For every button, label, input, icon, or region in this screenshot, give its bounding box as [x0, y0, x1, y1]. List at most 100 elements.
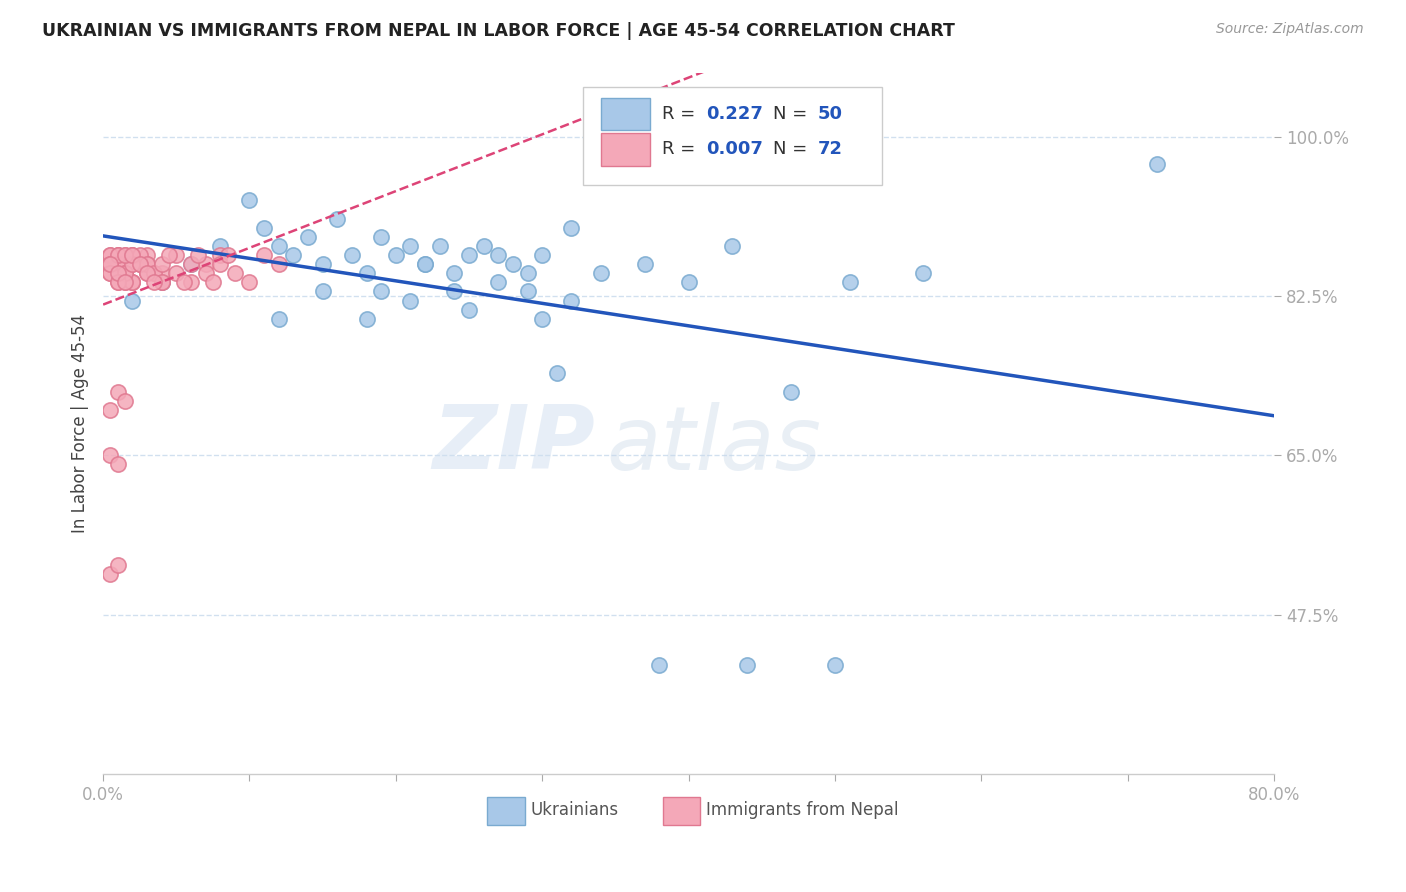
- Point: [187, 248, 209, 262]
- Point: [458, 302, 481, 317]
- Point: [100, 257, 122, 271]
- Point: [114, 266, 136, 280]
- Point: [165, 248, 187, 262]
- Point: [107, 266, 129, 280]
- Point: [356, 266, 378, 280]
- Point: [100, 266, 122, 280]
- Text: N =: N =: [773, 140, 813, 158]
- Point: [413, 257, 436, 271]
- Point: [121, 248, 143, 262]
- Point: [136, 266, 159, 280]
- Point: [486, 248, 509, 262]
- Point: [209, 239, 232, 253]
- Point: [824, 657, 846, 672]
- Text: 0.227: 0.227: [706, 104, 763, 122]
- FancyBboxPatch shape: [662, 797, 700, 824]
- Point: [107, 248, 129, 262]
- Point: [150, 276, 173, 290]
- Point: [560, 293, 582, 308]
- Point: [399, 239, 422, 253]
- Point: [267, 239, 290, 253]
- Point: [180, 257, 202, 271]
- Point: [136, 266, 159, 280]
- Point: [128, 248, 150, 262]
- Point: [194, 266, 217, 280]
- Point: [100, 449, 122, 463]
- Point: [648, 657, 671, 672]
- Point: [173, 276, 195, 290]
- Point: [114, 266, 136, 280]
- Point: [516, 266, 538, 280]
- Point: [326, 211, 349, 226]
- Point: [531, 248, 554, 262]
- Point: [136, 248, 159, 262]
- Point: [458, 248, 481, 262]
- Point: [150, 276, 173, 290]
- Point: [209, 257, 232, 271]
- Point: [128, 257, 150, 271]
- Point: [114, 276, 136, 290]
- Point: [253, 220, 276, 235]
- Point: [238, 194, 260, 208]
- Point: [114, 266, 136, 280]
- Point: [253, 248, 276, 262]
- Text: R =: R =: [662, 140, 700, 158]
- Point: [107, 558, 129, 572]
- FancyBboxPatch shape: [600, 98, 650, 130]
- Text: Ukrainians: Ukrainians: [530, 802, 619, 820]
- Y-axis label: In Labor Force | Age 45-54: In Labor Force | Age 45-54: [72, 314, 89, 533]
- Point: [1146, 157, 1168, 171]
- Point: [107, 276, 129, 290]
- Point: [735, 657, 758, 672]
- Point: [502, 257, 524, 271]
- Point: [100, 257, 122, 271]
- Point: [107, 384, 129, 399]
- Point: [128, 257, 150, 271]
- Point: [780, 384, 803, 399]
- Point: [838, 276, 860, 290]
- Point: [546, 367, 568, 381]
- Point: [311, 285, 333, 299]
- Point: [267, 257, 290, 271]
- Point: [143, 266, 166, 280]
- Point: [121, 257, 143, 271]
- Point: [121, 293, 143, 308]
- Text: N =: N =: [773, 104, 813, 122]
- Point: [107, 257, 129, 271]
- Point: [121, 276, 143, 290]
- Point: [114, 393, 136, 408]
- Point: [297, 230, 319, 244]
- Point: [486, 276, 509, 290]
- Point: [128, 257, 150, 271]
- Point: [114, 248, 136, 262]
- Point: [100, 248, 122, 262]
- Point: [100, 566, 122, 581]
- Point: [516, 285, 538, 299]
- Point: [472, 239, 495, 253]
- Point: [114, 248, 136, 262]
- Point: [107, 276, 129, 290]
- Point: [429, 239, 451, 253]
- Point: [114, 276, 136, 290]
- Point: [121, 248, 143, 262]
- Point: [209, 248, 232, 262]
- Point: [143, 276, 166, 290]
- Point: [443, 266, 465, 280]
- Point: [100, 257, 122, 271]
- Point: [283, 248, 305, 262]
- Point: [165, 266, 187, 280]
- Point: [114, 266, 136, 280]
- FancyBboxPatch shape: [600, 133, 650, 166]
- Text: 72: 72: [817, 140, 842, 158]
- FancyBboxPatch shape: [488, 797, 524, 824]
- Text: UKRAINIAN VS IMMIGRANTS FROM NEPAL IN LABOR FORCE | AGE 45-54 CORRELATION CHART: UKRAINIAN VS IMMIGRANTS FROM NEPAL IN LA…: [42, 22, 955, 40]
- Text: atlas: atlas: [606, 401, 821, 488]
- Point: [121, 276, 143, 290]
- Point: [370, 285, 392, 299]
- Text: Source: ZipAtlas.com: Source: ZipAtlas.com: [1216, 22, 1364, 37]
- Point: [385, 248, 408, 262]
- Point: [356, 311, 378, 326]
- Point: [150, 257, 173, 271]
- Point: [911, 266, 934, 280]
- Point: [560, 220, 582, 235]
